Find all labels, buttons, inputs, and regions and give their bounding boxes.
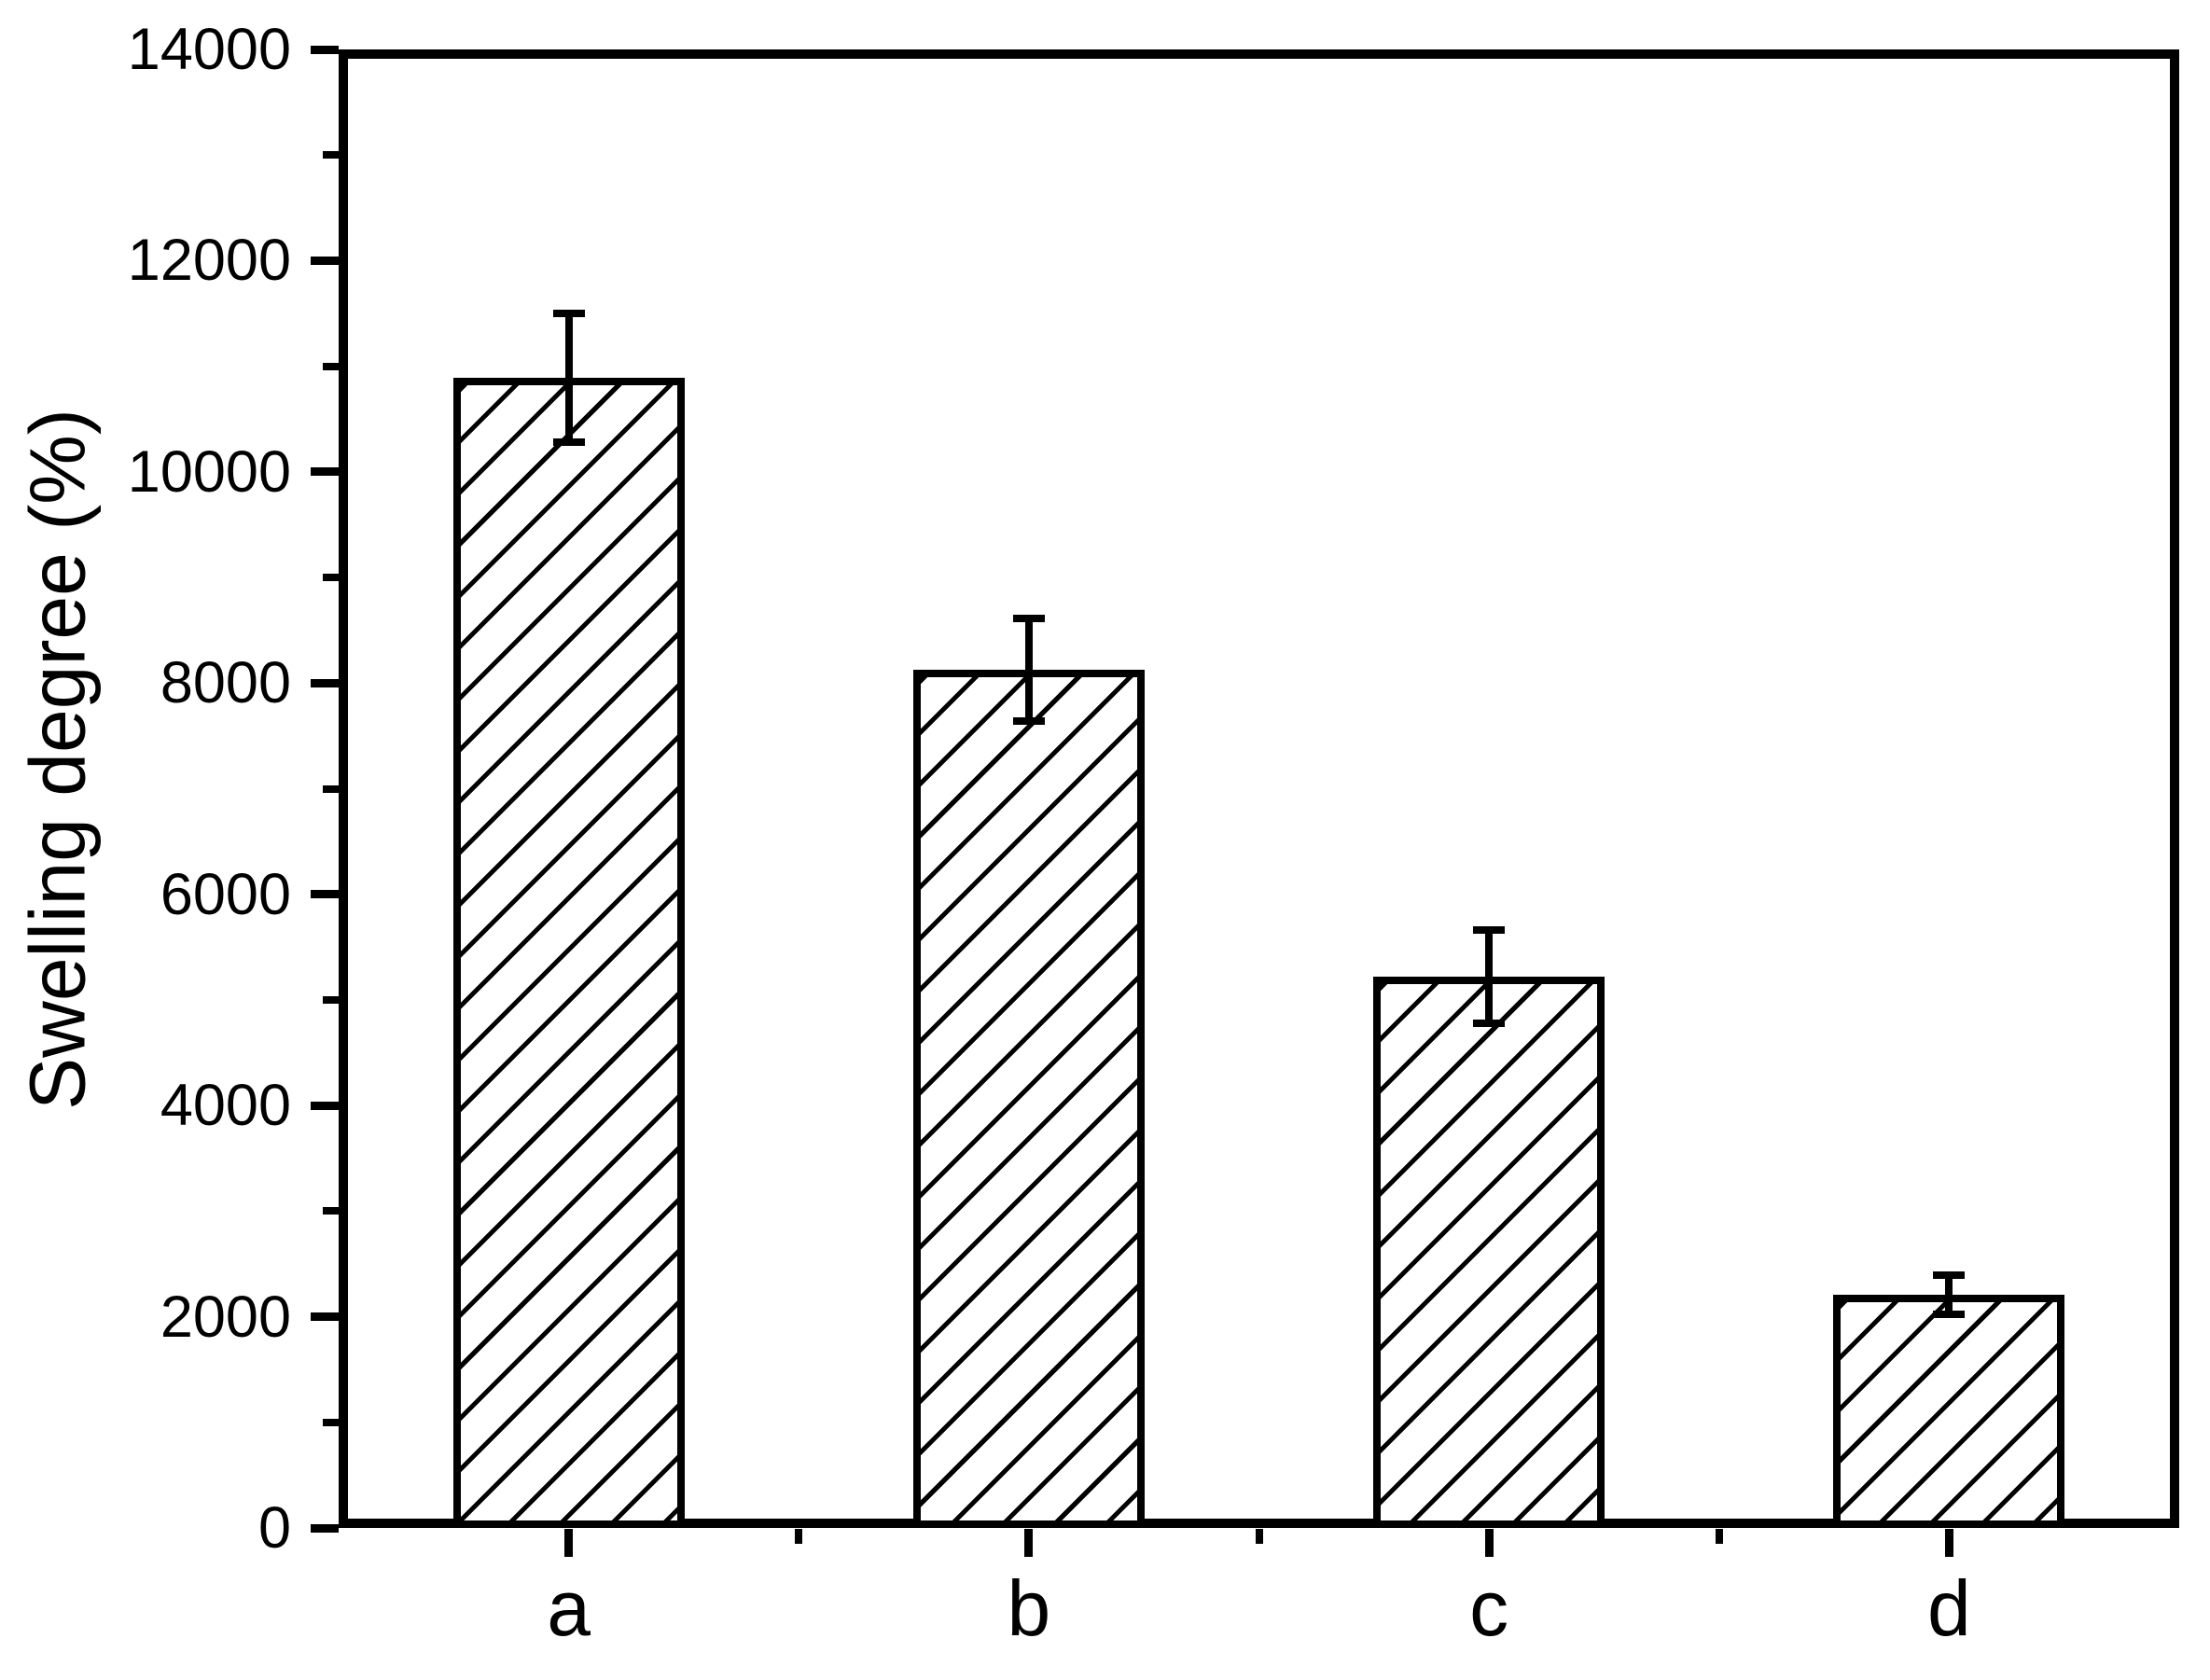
x-axis-tick-label-c: c [1469, 1564, 1509, 1652]
error-bar-cap-top-c [1473, 926, 1506, 935]
x-axis-tick-label-a: a [547, 1564, 591, 1652]
error-bar-cap-bottom-c [1473, 1019, 1506, 1027]
error-bar-d [1945, 1275, 1953, 1315]
y-axis-major-tick [311, 890, 339, 899]
error-bar-cap-top-a [552, 310, 585, 318]
y-axis-tick-label: 10000 [127, 438, 291, 505]
y-axis-major-tick [311, 467, 339, 477]
x-axis-tick-label-d: d [1927, 1564, 1971, 1652]
x-axis-minor-tick [1255, 1529, 1263, 1544]
error-bar-cap-bottom-d [1933, 1311, 1966, 1319]
y-axis-tick-label: 4000 [160, 1073, 291, 1139]
y-axis-minor-tick [323, 151, 339, 160]
error-bar-cap-bottom-b [1012, 717, 1045, 726]
x-axis-major-tick [1024, 1529, 1034, 1557]
y-axis-minor-tick [323, 1418, 339, 1426]
bar-d [1833, 1295, 2065, 1528]
y-axis-tick-label: 14000 [127, 17, 291, 82]
error-bar-cap-top-b [1012, 615, 1045, 623]
x-axis-tick-label-b: b [1007, 1564, 1051, 1652]
error-bar-a [564, 313, 573, 443]
y-axis-major-tick [311, 1312, 339, 1322]
y-axis-major-tick [311, 678, 339, 687]
y-axis-title: Swelling degree (%) [13, 409, 102, 1110]
y-axis-tick-label: 8000 [160, 650, 291, 716]
error-bar-c [1485, 930, 1494, 1023]
error-bar-cap-bottom-a [552, 438, 585, 447]
y-axis-minor-tick [323, 1207, 339, 1215]
y-axis-tick-label: 2000 [160, 1284, 291, 1350]
y-axis-minor-tick [323, 995, 339, 1004]
y-axis-major-tick [311, 1101, 339, 1110]
x-axis-minor-tick [1715, 1529, 1723, 1544]
bar-b [912, 670, 1145, 1528]
y-axis-major-tick [311, 256, 339, 265]
y-axis-minor-tick [323, 362, 339, 370]
y-axis-tick-label: 6000 [160, 861, 291, 927]
y-axis-major-tick [311, 1523, 339, 1533]
y-axis-minor-tick [323, 574, 339, 582]
y-axis-major-tick [311, 45, 339, 54]
x-axis-major-tick [1484, 1529, 1494, 1557]
x-axis-major-tick [1944, 1529, 1953, 1557]
x-axis-major-tick [564, 1529, 574, 1557]
bar-c [1373, 977, 1605, 1528]
y-axis-tick-label: 0 [257, 1495, 291, 1561]
error-bar-cap-top-d [1933, 1271, 1966, 1280]
y-axis-minor-tick [323, 784, 339, 793]
error-bar-b [1024, 618, 1033, 722]
x-axis-minor-tick [795, 1529, 803, 1544]
y-axis-tick-label: 12000 [127, 228, 291, 294]
bar-a [452, 378, 685, 1528]
